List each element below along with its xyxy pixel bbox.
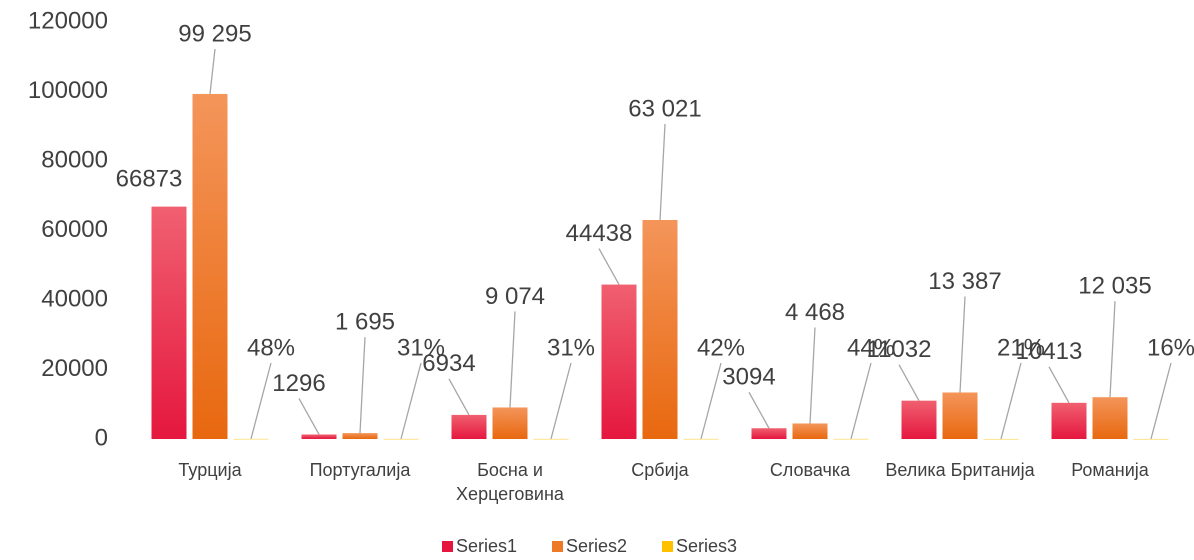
x-tick-label: Португалија <box>309 460 411 480</box>
bar <box>601 284 637 439</box>
bar <box>1092 397 1128 439</box>
data-label: 31% <box>547 334 595 361</box>
y-tick-label: 100000 <box>28 77 108 104</box>
bar <box>301 434 337 439</box>
leader-line <box>700 362 722 440</box>
leader-line <box>550 362 572 440</box>
leader-line <box>400 362 422 440</box>
y-tick-label: 40000 <box>41 285 108 312</box>
leader-line <box>1000 362 1022 440</box>
bar <box>1133 438 1169 440</box>
leader-line <box>959 296 966 393</box>
leader-line <box>250 362 272 439</box>
leader-line <box>359 337 366 434</box>
data-label: 63 021 <box>628 95 701 122</box>
y-tick-label: 60000 <box>41 216 108 243</box>
bar <box>342 433 378 439</box>
legend-label: Series2 <box>566 536 627 556</box>
legend-swatch <box>662 541 673 552</box>
legend-swatch <box>552 541 563 552</box>
leader-line <box>1150 362 1172 440</box>
bar <box>942 392 978 439</box>
bar <box>833 438 869 440</box>
data-label: 99 295 <box>178 20 251 47</box>
x-tick-label: Босна и Херцеговина <box>456 460 564 504</box>
y-tick-label: 120000 <box>28 7 108 34</box>
data-label: 1296 <box>272 370 325 397</box>
data-label: 66873 <box>116 165 183 192</box>
y-tick-label: 80000 <box>41 146 108 173</box>
data-label: 9 074 <box>485 283 545 310</box>
leader-line <box>809 327 816 424</box>
y-tick-label: 0 <box>95 424 108 451</box>
bar <box>233 438 269 440</box>
bar <box>383 438 419 440</box>
x-tick-label: Словачка <box>769 460 851 480</box>
bar <box>451 414 487 439</box>
bar <box>901 400 937 439</box>
legend-label: Series1 <box>456 536 517 556</box>
bar <box>1051 402 1087 439</box>
bar <box>751 428 787 439</box>
data-label: 11032 <box>867 336 932 363</box>
legend-label: Series3 <box>676 536 737 556</box>
leader-line <box>298 398 320 435</box>
bar <box>492 407 528 439</box>
data-label: 31% <box>397 334 445 361</box>
bar <box>983 438 1019 440</box>
data-label: 3094 <box>722 364 775 391</box>
leader-line <box>598 248 620 285</box>
bar <box>642 220 678 439</box>
x-tick-label: Велика Британија <box>885 460 1035 480</box>
leader-line <box>448 378 470 416</box>
leader-line <box>1109 301 1116 398</box>
bar <box>683 438 719 440</box>
data-label: 44438 <box>566 220 633 247</box>
data-label: 1 695 <box>335 308 395 335</box>
data-label: 44% <box>847 334 895 361</box>
leader-line <box>659 123 666 221</box>
leader-line <box>209 48 216 95</box>
data-label: 13 387 <box>928 268 1001 295</box>
bar <box>151 206 187 439</box>
bar <box>533 438 569 440</box>
bar <box>792 423 828 439</box>
x-tick-label: Романија <box>1071 460 1149 480</box>
data-label: 4 468 <box>785 299 845 326</box>
bar <box>192 93 228 439</box>
x-tick-label: Турција <box>178 460 242 480</box>
data-label: 12 035 <box>1078 273 1151 300</box>
leader-line <box>509 311 516 408</box>
data-label: 21% <box>997 334 1045 361</box>
legend-swatch <box>442 541 453 552</box>
leader-line <box>898 364 920 401</box>
data-label: 6934 <box>422 350 475 377</box>
y-tick-label: 20000 <box>41 355 108 382</box>
data-label: 10413 <box>1016 338 1083 365</box>
leader-line <box>748 391 770 429</box>
x-tick-label: Србија <box>631 460 689 480</box>
data-label: 16% <box>1147 334 1194 361</box>
leader-line <box>850 362 872 440</box>
data-label: 42% <box>697 334 745 361</box>
data-label: 48% <box>247 334 295 361</box>
leader-line <box>1048 366 1070 404</box>
